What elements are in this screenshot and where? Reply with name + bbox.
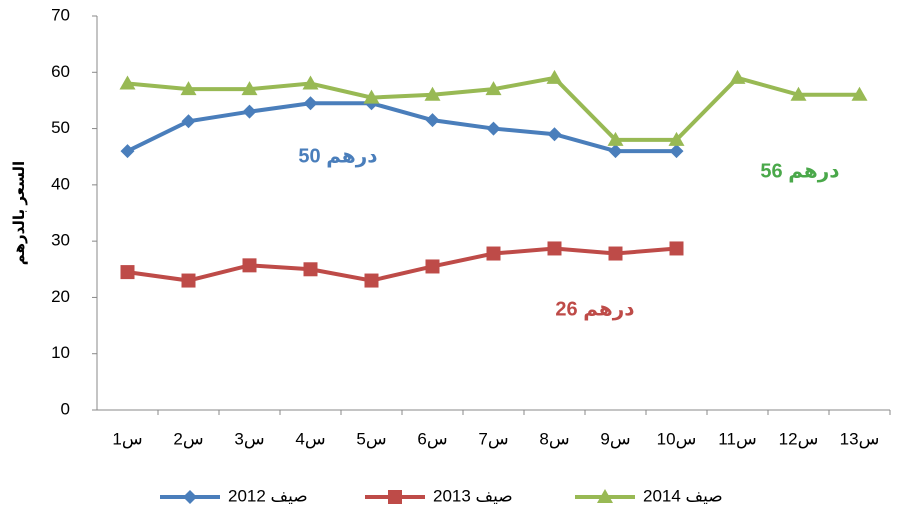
x-tick-label: س8: [539, 429, 569, 448]
marker: [668, 131, 685, 146]
marker: [181, 273, 196, 288]
marker: [180, 81, 197, 96]
marker: [119, 75, 136, 90]
series-line: [127, 246, 677, 283]
x-tick-label: س5: [356, 429, 386, 448]
marker: [546, 69, 563, 84]
x-tick-label: س7: [478, 429, 508, 448]
marker: [729, 69, 746, 84]
y-tick-label: 70: [51, 5, 70, 24]
y-tick-label: 60: [51, 62, 70, 81]
marker: [425, 113, 440, 128]
marker: [242, 258, 257, 273]
marker: [183, 490, 197, 504]
y-tick-label: 30: [51, 231, 70, 250]
x-tick-label: س3: [234, 429, 264, 448]
annotation: 56 درهم: [760, 160, 839, 182]
marker: [547, 127, 562, 142]
y-tick-label: 40: [51, 174, 70, 193]
marker: [120, 144, 135, 159]
marker: [608, 246, 623, 261]
y-tick-label: 10: [51, 343, 70, 362]
marker: [790, 86, 807, 101]
marker: [486, 121, 501, 136]
marker: [424, 86, 441, 101]
x-tick-label: س11: [718, 429, 756, 448]
marker: [120, 265, 135, 280]
marker: [597, 489, 613, 503]
marker: [547, 241, 562, 256]
y-tick-label: 20: [51, 287, 70, 306]
marker: [303, 96, 318, 111]
x-tick-label: س12: [779, 429, 819, 448]
marker: [851, 86, 868, 101]
legend-label: صيف 2013: [433, 486, 513, 505]
marker: [303, 262, 318, 277]
marker: [485, 81, 502, 96]
marker: [242, 104, 257, 119]
marker: [607, 131, 624, 146]
marker: [181, 114, 196, 129]
marker: [425, 259, 440, 274]
annotation: 26 درهم: [555, 298, 634, 320]
x-tick-label: س4: [295, 429, 325, 448]
legend-label: صيف 2014: [643, 486, 723, 505]
x-tick-label: س10: [657, 429, 697, 448]
marker: [302, 75, 319, 90]
x-tick-label: س13: [840, 429, 880, 448]
y-axis-label: السعر بالدرهم: [11, 161, 28, 265]
legend-label: صيف 2012: [228, 486, 308, 505]
marker: [364, 273, 379, 288]
marker: [241, 81, 258, 96]
marker: [608, 144, 623, 159]
marker: [363, 89, 380, 104]
y-tick-label: 50: [51, 118, 70, 137]
series-line: [126, 101, 677, 154]
x-tick-label: س9: [600, 429, 630, 448]
y-tick-label: 0: [61, 399, 70, 418]
x-tick-label: س6: [417, 429, 447, 448]
marker: [388, 490, 402, 504]
x-tick-label: س2: [173, 429, 203, 448]
marker: [669, 144, 684, 159]
marker: [486, 246, 501, 261]
marker: [669, 241, 684, 256]
x-tick-label: س1: [112, 429, 142, 448]
annotation: 50 درهم: [298, 145, 377, 167]
